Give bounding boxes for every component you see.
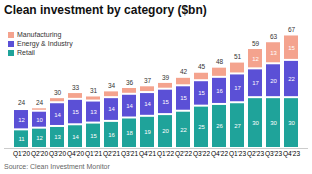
svg-text:34: 34 [108,82,116,89]
svg-text:51: 51 [234,53,242,60]
svg-text:15: 15 [72,109,79,115]
svg-text:Q1'20: Q1'20 [13,150,31,158]
svg-text:31: 31 [90,87,98,94]
svg-text:19: 19 [144,129,151,135]
svg-text:12: 12 [36,135,43,141]
svg-text:15: 15 [90,133,97,139]
svg-text:Q4'23: Q4'23 [283,150,301,158]
svg-text:14: 14 [126,103,133,109]
svg-text:33: 33 [72,84,80,91]
svg-text:36: 36 [126,79,134,86]
svg-text:Q4'21: Q4'21 [139,150,157,158]
svg-text:13: 13 [90,109,97,115]
svg-text:20: 20 [162,128,169,134]
svg-text:13: 13 [54,134,61,140]
svg-text:15: 15 [162,99,169,105]
svg-text:15: 15 [288,45,295,51]
svg-text:Q2'23: Q2'23 [247,150,265,158]
svg-text:67: 67 [288,26,296,33]
svg-text:42: 42 [180,68,188,75]
svg-text:Q3'20: Q3'20 [49,150,67,158]
svg-text:30: 30 [288,120,295,126]
svg-text:37: 37 [144,77,152,84]
svg-text:63: 63 [270,33,278,40]
svg-text:Q3'23: Q3'23 [265,150,283,158]
svg-text:10: 10 [36,117,43,123]
svg-text:26: 26 [216,123,223,129]
svg-text:20: 20 [270,78,277,84]
html-text:Energy & Industry: Energy & Industry [17,40,73,47]
svg-text:27: 27 [234,123,241,129]
svg-text:13: 13 [270,50,277,56]
svg-text:Q3'22: Q3'22 [193,150,211,158]
svg-text:45: 45 [198,63,206,70]
svg-text:12: 12 [252,56,259,62]
html-text:Retail: Retail [17,49,35,56]
svg-text:39: 39 [162,73,170,80]
svg-text:15: 15 [180,95,187,101]
html-text:Manufacturing: Manufacturing [17,31,62,38]
svg-text:Q3'21: Q3'21 [121,150,139,158]
html-text:Clean investment by category (: Clean investment by category ($bn) [4,3,207,17]
svg-text:17: 17 [234,85,241,91]
svg-text:16: 16 [216,88,223,94]
svg-text:Q1'22: Q1'22 [157,150,175,158]
svg-text:11: 11 [18,136,25,142]
svg-text:22: 22 [180,127,187,133]
svg-text:Q2'20: Q2'20 [31,150,49,158]
svg-text:14: 14 [144,101,151,107]
svg-text:Q1'21: Q1'21 [85,150,103,158]
svg-text:17: 17 [252,80,259,86]
svg-text:Q4'22: Q4'22 [211,150,229,158]
svg-text:48: 48 [216,58,224,65]
svg-text:Q2'22: Q2'22 [175,150,193,158]
svg-text:18: 18 [126,130,133,136]
svg-text:Q2'21: Q2'21 [103,150,121,158]
svg-text:22: 22 [288,76,295,82]
svg-text:14: 14 [72,134,79,140]
svg-text:30: 30 [270,120,277,126]
svg-text:30: 30 [54,89,62,96]
svg-text:12: 12 [18,117,25,123]
svg-text:24: 24 [18,99,26,106]
svg-text:Q1'23: Q1'23 [229,150,247,158]
svg-text:30: 30 [252,120,259,126]
html-text:Source: Clean Investment Monit: Source: Clean Investment Monitor [4,163,110,170]
svg-text:16: 16 [108,132,115,138]
svg-text:14: 14 [108,106,115,112]
svg-text:25: 25 [198,124,205,130]
svg-text:Q4'20: Q4'20 [67,150,85,158]
svg-text:15: 15 [198,90,205,96]
svg-text:24: 24 [36,99,44,106]
svg-text:14: 14 [54,112,61,118]
svg-text:59: 59 [252,40,260,47]
